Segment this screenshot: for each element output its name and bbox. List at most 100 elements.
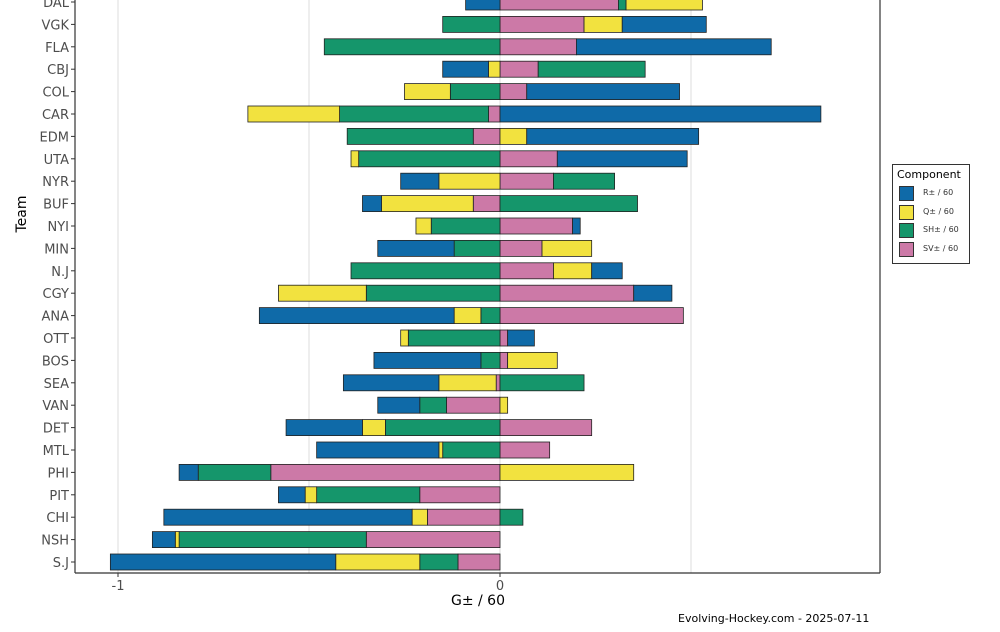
bar-buf-sh	[499, 195, 638, 213]
bar-nj-q	[553, 262, 593, 280]
bar-det-sh	[384, 419, 501, 437]
bar-cbj-q	[488, 60, 501, 78]
frame-layer	[74, 0, 881, 574]
bar-pit-r	[278, 486, 306, 504]
legend: Component R± / 60 Q± / 60 SH± / 60 SV± / 60	[892, 164, 970, 264]
bar-vgk-sh	[442, 15, 501, 33]
bar-edm-sv	[472, 127, 501, 145]
bar-nyr-sv	[499, 172, 554, 190]
x-tick-label: -1	[112, 579, 125, 594]
y-tick-label: PHI	[48, 466, 69, 481]
bar-ana-sh	[480, 307, 501, 325]
bar-buf-sv	[472, 195, 501, 213]
bar-cgy-sh	[365, 284, 501, 302]
bar-nyi-sh	[430, 217, 501, 235]
bar-nyi-r	[572, 217, 581, 235]
bar-det-sv	[499, 419, 593, 437]
legend-swatch	[899, 241, 914, 257]
bar-min-r	[377, 239, 455, 257]
y-tick-label: DAL	[43, 0, 70, 11]
bar-vgk-sv	[499, 15, 585, 33]
bar-phi-sh	[197, 463, 272, 481]
bar-nsh-sv	[365, 531, 501, 548]
bar-ana-q	[453, 307, 482, 325]
bar-fla-sv	[499, 38, 577, 56]
bar-mtl-sh	[442, 441, 501, 459]
bar-chi-sv	[427, 508, 501, 526]
bar-vgk-q	[583, 15, 623, 33]
y-tick-label: NYR	[42, 175, 69, 190]
bar-min-sv	[499, 239, 543, 257]
bar-uta-r	[556, 150, 688, 168]
bar-col-q	[404, 83, 451, 100]
y-tick-label: VAN	[42, 399, 69, 414]
y-tick-label: S.J	[53, 556, 69, 571]
bar-edm-sh	[346, 127, 474, 145]
bar-sj-q	[335, 553, 421, 571]
bar-cbj-sv	[499, 60, 539, 78]
bar-bos-sh	[480, 351, 501, 369]
y-tick-label: OTT	[43, 332, 69, 347]
bar-edm-q	[499, 127, 528, 145]
bar-phi-sv	[270, 463, 501, 481]
bar-sj-sv	[457, 553, 501, 571]
bar-vgk-r	[621, 15, 707, 33]
bar-dal-sh	[618, 0, 627, 11]
y-tick-label: N.J	[51, 265, 69, 280]
bar-van-r	[377, 396, 421, 414]
bar-ott-q	[400, 329, 409, 347]
bar-edm-r	[526, 127, 700, 145]
bar-mtl-r	[316, 441, 440, 459]
y-tick-label: NYI	[48, 220, 70, 235]
bar-nsh-sh	[178, 531, 367, 548]
legend-item-sv: SV± / 60	[899, 241, 969, 258]
bar-cgy-q	[278, 284, 367, 302]
bar-fla-r	[576, 38, 772, 56]
bar-sea-sv	[495, 374, 501, 392]
bar-cgy-r	[633, 284, 673, 302]
y-tick-label: BUF	[43, 198, 69, 213]
bar-nj-r	[591, 262, 623, 280]
y-tick-label: EDM	[40, 130, 69, 145]
bar-ott-sh	[407, 329, 501, 347]
bar-buf-r	[362, 195, 382, 213]
legend-title: Component	[897, 168, 961, 181]
legend-label: R± / 60	[923, 188, 954, 197]
legend-swatch	[899, 204, 914, 220]
bar-layer	[109, 0, 822, 571]
bar-fla-sh	[323, 38, 501, 56]
legend-item-q: Q± / 60	[899, 204, 969, 221]
bar-chi-q	[411, 508, 428, 526]
bar-uta-q	[350, 150, 360, 168]
bar-car-sv	[488, 105, 501, 123]
legend-label: Q± / 60	[923, 206, 954, 216]
y-tick-label: PIT	[49, 489, 69, 504]
legend-item-sh: SH± / 60	[899, 223, 969, 239]
bar-sea-sh	[499, 374, 585, 392]
bar-nsh-q	[174, 531, 180, 548]
bar-ana-sv	[499, 307, 684, 325]
bar-nyi-q	[415, 217, 432, 235]
x-tick-label: 0	[496, 579, 504, 594]
y-tick-label: UTA	[44, 153, 69, 168]
legend-label: SH± / 60	[923, 225, 959, 234]
y-tick-label: FLA	[45, 41, 69, 56]
bar-pit-sh	[316, 486, 421, 504]
bar-dal-q	[625, 0, 703, 11]
y-tick-label: COL	[42, 86, 69, 101]
bar-col-sv	[499, 83, 528, 100]
bar-van-sh	[419, 396, 447, 414]
bar-nyr-sh	[553, 172, 615, 190]
bar-cbj-sh	[537, 60, 646, 78]
bar-chi-sh	[499, 508, 524, 526]
y-tick-label: CGY	[43, 287, 70, 302]
bar-car-q	[247, 105, 340, 123]
y-tick-label: CHI	[46, 511, 69, 526]
bar-sea-q	[438, 374, 497, 392]
legend-swatch	[899, 223, 914, 238]
bar-min-q	[541, 239, 593, 257]
bar-ana-r	[258, 307, 455, 325]
legend-item-r: R± / 60	[899, 186, 969, 202]
bar-sj-sh	[419, 553, 459, 571]
